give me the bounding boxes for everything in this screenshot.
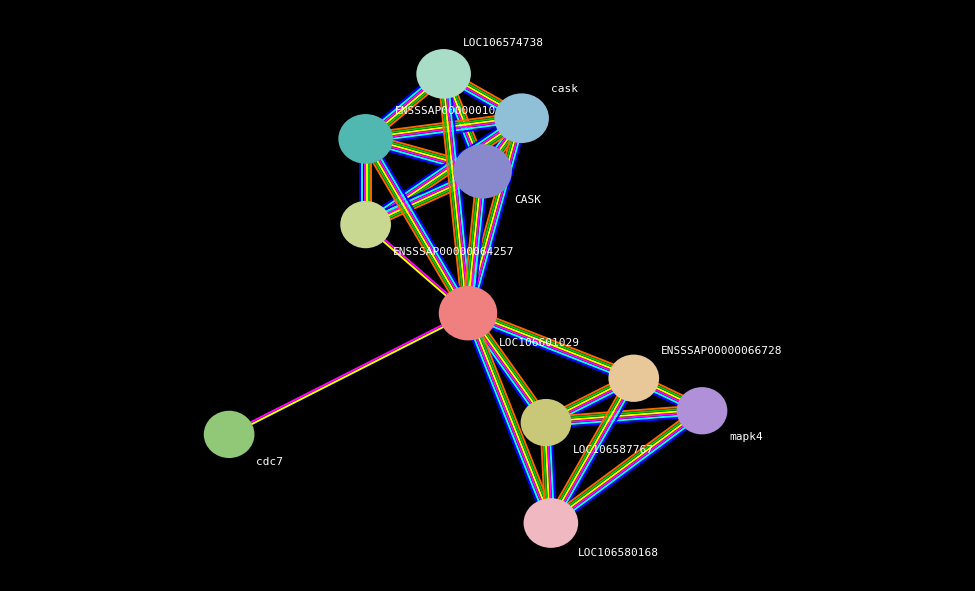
Text: ENSSSAP00000066728: ENSSSAP00000066728 [661,346,783,356]
Ellipse shape [494,93,549,143]
Ellipse shape [521,399,571,446]
Text: cask: cask [551,84,578,93]
Ellipse shape [453,144,512,199]
Ellipse shape [608,355,659,402]
Text: ENSSSAP00000064257: ENSSSAP00000064257 [393,248,515,257]
Ellipse shape [416,49,471,99]
Text: LOC106574738: LOC106574738 [463,38,544,48]
Ellipse shape [204,411,254,458]
Ellipse shape [524,498,578,548]
Ellipse shape [439,286,497,340]
Text: LOC106587767: LOC106587767 [573,446,654,455]
Text: ENSSSAP00000010: ENSSSAP00000010 [395,106,496,116]
Text: CASK: CASK [514,195,541,204]
Ellipse shape [338,114,393,164]
Ellipse shape [340,201,391,248]
Text: cdc7: cdc7 [256,457,284,467]
Ellipse shape [677,387,727,434]
Text: LOC106580168: LOC106580168 [578,548,659,557]
Text: mapk4: mapk4 [729,432,763,441]
Text: LOC106601029: LOC106601029 [499,338,580,348]
